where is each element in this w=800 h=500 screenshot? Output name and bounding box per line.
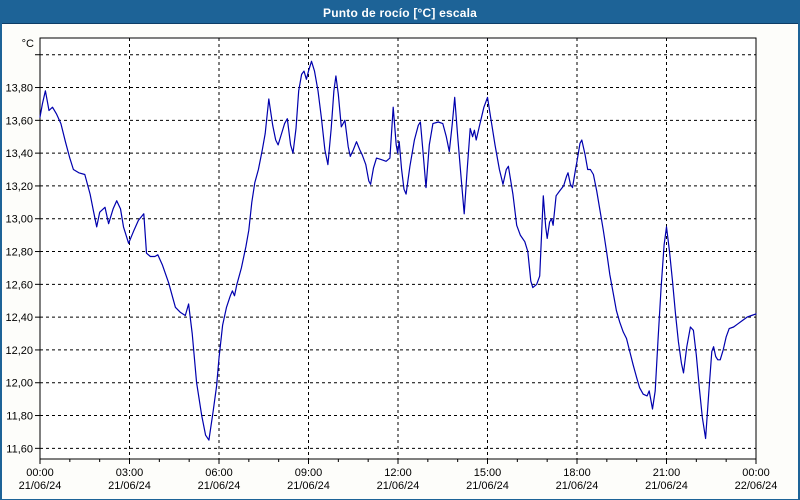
- chart-area: 13,80 13,60 13,40 13,20 13,00 12,80 12,60 12,40…: [2, 24, 798, 499]
- y-tick-label: 11,80: [6, 411, 33, 423]
- title-bar: Punto de rocío [°C] escala: [2, 2, 798, 24]
- x-tick-time-label: 06:00: [205, 467, 233, 479]
- x-tick-date-label: 21/06/24: [377, 480, 420, 492]
- y-tick-label: 12,40: [5, 312, 33, 324]
- x-tick-time-label: 18:00: [563, 467, 591, 479]
- x-tick-time-label: 00:00: [26, 467, 54, 479]
- y-tick-label: 13,60: [5, 115, 33, 127]
- x-tick-time-label: 15:00: [474, 467, 502, 479]
- y-tick-label: 12,80: [5, 247, 33, 259]
- y-tick-label: 13,20: [5, 181, 33, 193]
- y-tick-label: 12,60: [5, 279, 33, 291]
- x-tick-date-label: 21/06/24: [645, 480, 688, 492]
- x-tick-date-label: 21/06/24: [108, 480, 151, 492]
- plot-border: [39, 37, 757, 460]
- x-tick-date-label: 21/06/24: [466, 480, 509, 492]
- x-tick-date-label: 22/06/24: [735, 480, 778, 492]
- x-tick-time-label: 21:00: [653, 467, 681, 479]
- x-tick-date-label: 21/06/24: [19, 480, 62, 492]
- x-tick-time-label: 03:00: [116, 467, 144, 479]
- y-tick-label: 13,40: [5, 148, 33, 160]
- y-tick-label: 12,20: [5, 345, 33, 357]
- x-tick-time-label: 09:00: [295, 467, 323, 479]
- chart-title: Punto de rocío [°C] escala: [322, 5, 478, 20]
- x-tick-time-label: 12:00: [384, 467, 412, 479]
- y-axis-unit-label: °C: [22, 38, 34, 50]
- y-tick-label: 13,00: [5, 214, 33, 226]
- y-tick-label: 13,80: [5, 83, 33, 95]
- x-tick-date-label: 21/06/24: [198, 480, 241, 492]
- dewpoint-series-line: [39, 60, 757, 441]
- x-tick-date-label: 21/06/24: [287, 480, 330, 492]
- x-tick-date-label: 21/06/24: [556, 480, 599, 492]
- y-tick-label: 12,00: [5, 378, 33, 390]
- dewpoint-line-chart: 13,80 13,60 13,40 13,20 13,00 12,80 12,60 12,40…: [5, 37, 778, 492]
- y-tick-label: 11,60: [6, 443, 33, 455]
- x-tick-time-label: 00:00: [742, 467, 770, 479]
